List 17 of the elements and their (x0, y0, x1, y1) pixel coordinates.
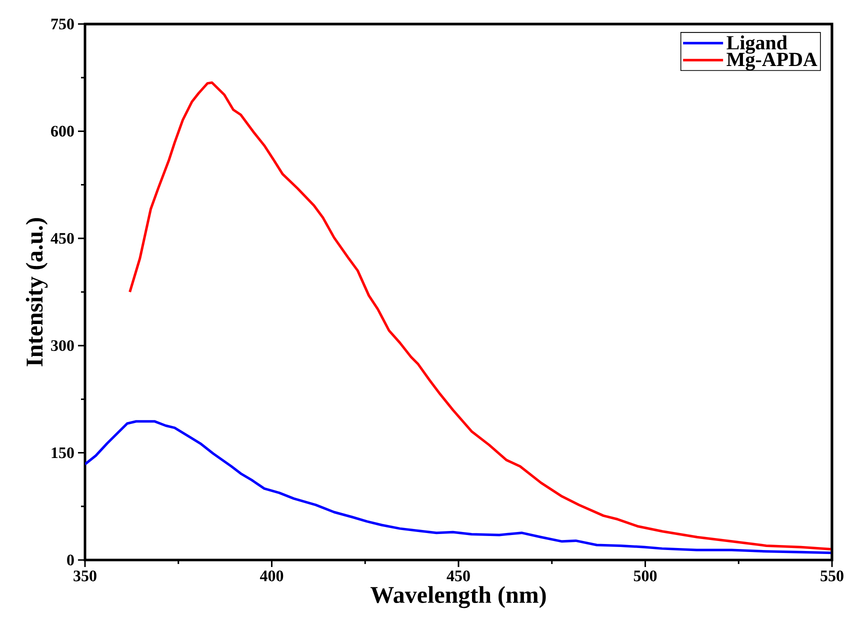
x-tick-label: 500 (634, 570, 657, 582)
x-tick-label: 350 (74, 570, 96, 582)
y-tick-label: 600 (51, 126, 74, 137)
legend-label: Ligand (726, 35, 788, 54)
y-axis-title: Intensity (a.u.) (26, 218, 48, 366)
line-series (128, 81, 832, 551)
line-series (85, 420, 832, 554)
legend-label: Mg-APDA (726, 52, 818, 70)
y-tick-label: 0 (67, 554, 74, 566)
y-tick-label: 750 (51, 18, 74, 30)
y-tick-label: 150 (52, 447, 74, 458)
x-tick-label: 450 (446, 570, 470, 582)
x-tick-label: 400 (260, 570, 284, 582)
x-tick-label: 550 (820, 570, 844, 582)
y-tick-label: 450 (50, 232, 74, 244)
x-axis-title: Wavelength (nm) (370, 586, 546, 608)
y-tick-label: 300 (51, 340, 74, 351)
